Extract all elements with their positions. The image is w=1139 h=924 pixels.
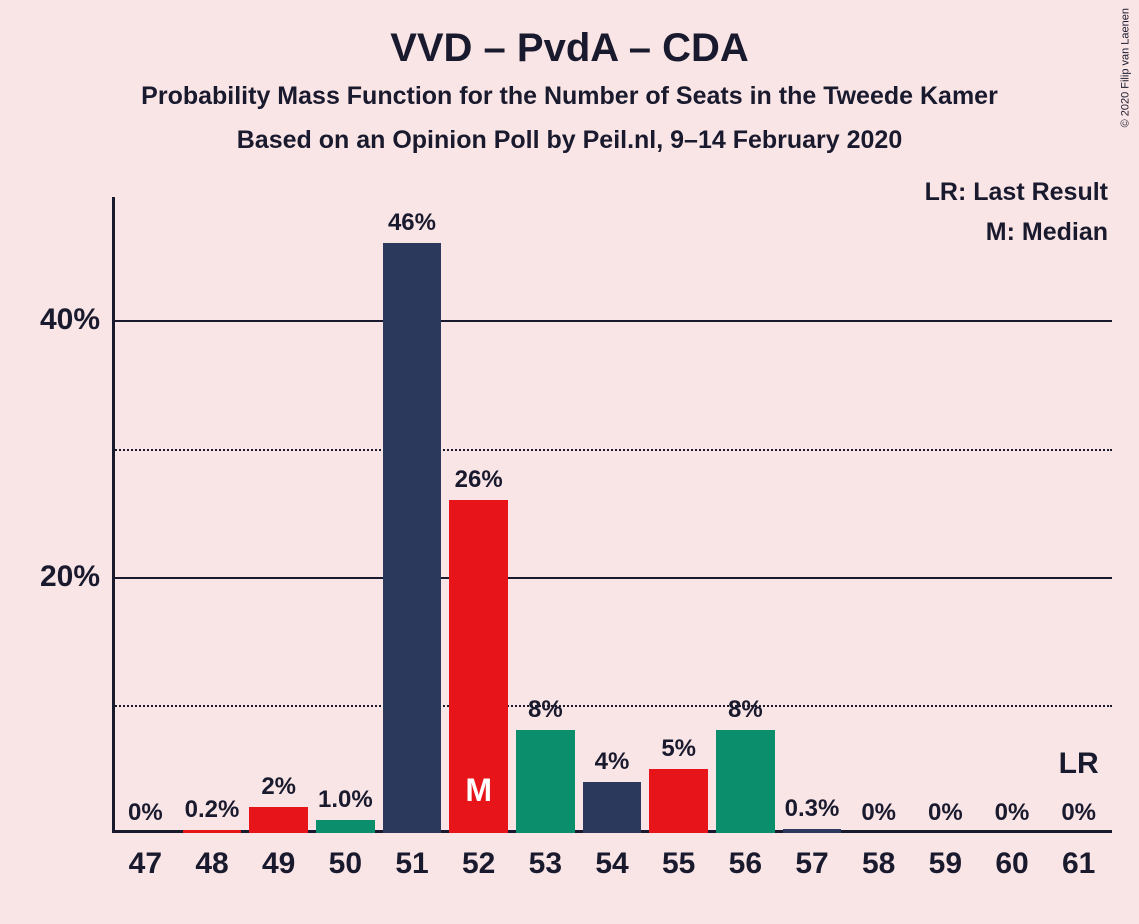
bar-value-label: 0% — [861, 799, 896, 827]
bar-value-label: 2% — [261, 773, 296, 801]
bar-value-label: 0% — [928, 799, 963, 827]
x-axis-tick-label: 58 — [862, 847, 895, 881]
bar-value-label: 0.2% — [185, 796, 240, 824]
bar: 1.0% — [316, 820, 375, 833]
x-axis-tick-label: 57 — [795, 847, 828, 881]
bar: 8% — [516, 730, 575, 833]
bar: 0.3% — [783, 829, 842, 833]
bar-value-label: 0.3% — [785, 795, 840, 823]
y-axis-tick-label: 20% — [40, 560, 100, 594]
bar: 46% — [383, 243, 442, 833]
x-axis-tick-label: 47 — [129, 847, 162, 881]
bar-value-label: 4% — [595, 748, 630, 776]
bar-value-label: 26% — [455, 466, 503, 494]
bar: 0.2% — [183, 830, 242, 833]
last-result-marker: LR — [1059, 747, 1099, 781]
x-axis-tick-label: 48 — [195, 847, 228, 881]
bar-value-label: 0% — [1061, 799, 1096, 827]
legend-line: M: Median — [986, 218, 1108, 247]
x-axis-tick-label: 61 — [1062, 847, 1095, 881]
x-axis-tick-label: 54 — [595, 847, 628, 881]
x-axis-tick-label: 53 — [529, 847, 562, 881]
x-axis-tick-label: 52 — [462, 847, 495, 881]
bar-value-label: 5% — [661, 735, 696, 763]
x-axis-tick-label: 59 — [929, 847, 962, 881]
grid-line-minor — [112, 705, 1112, 707]
x-axis-tick-label: 50 — [329, 847, 362, 881]
x-axis-tick-label: 56 — [729, 847, 762, 881]
bar-value-label: 0% — [128, 799, 163, 827]
bar-value-label: 8% — [728, 696, 763, 724]
bar: 2% — [249, 807, 308, 833]
y-axis-tick-label: 40% — [40, 303, 100, 337]
legend-line: LR: Last Result — [925, 178, 1108, 207]
copyright-text: © 2020 Filip van Laenen — [1119, 8, 1131, 127]
grid-line-major — [112, 320, 1112, 322]
bar-value-label: 8% — [528, 696, 563, 724]
grid-line-minor — [112, 449, 1112, 451]
bar: 26%M — [449, 500, 508, 833]
bar-value-label: 46% — [388, 209, 436, 237]
bar: 5% — [649, 769, 708, 833]
x-axis-tick-label: 49 — [262, 847, 295, 881]
x-axis-tick-label: 55 — [662, 847, 695, 881]
chart-plot-area: 20%40%0%470.2%482%491.0%5046%5126%M528%5… — [112, 205, 1112, 833]
grid-line-major — [112, 577, 1112, 579]
x-axis-tick-label: 51 — [395, 847, 428, 881]
median-marker: M — [465, 772, 492, 809]
chart-subtitle-2: Based on an Opinion Poll by Peil.nl, 9–1… — [0, 126, 1139, 155]
bar-value-label: 0% — [995, 799, 1030, 827]
bar: 4% — [583, 782, 642, 833]
bar-value-label: 1.0% — [318, 786, 373, 814]
x-axis-tick-label: 60 — [995, 847, 1028, 881]
y-axis — [112, 197, 115, 833]
chart-title: VVD – PvdA – CDA — [0, 26, 1139, 71]
bar: 8% — [716, 730, 775, 833]
chart-subtitle-1: Probability Mass Function for the Number… — [0, 82, 1139, 111]
